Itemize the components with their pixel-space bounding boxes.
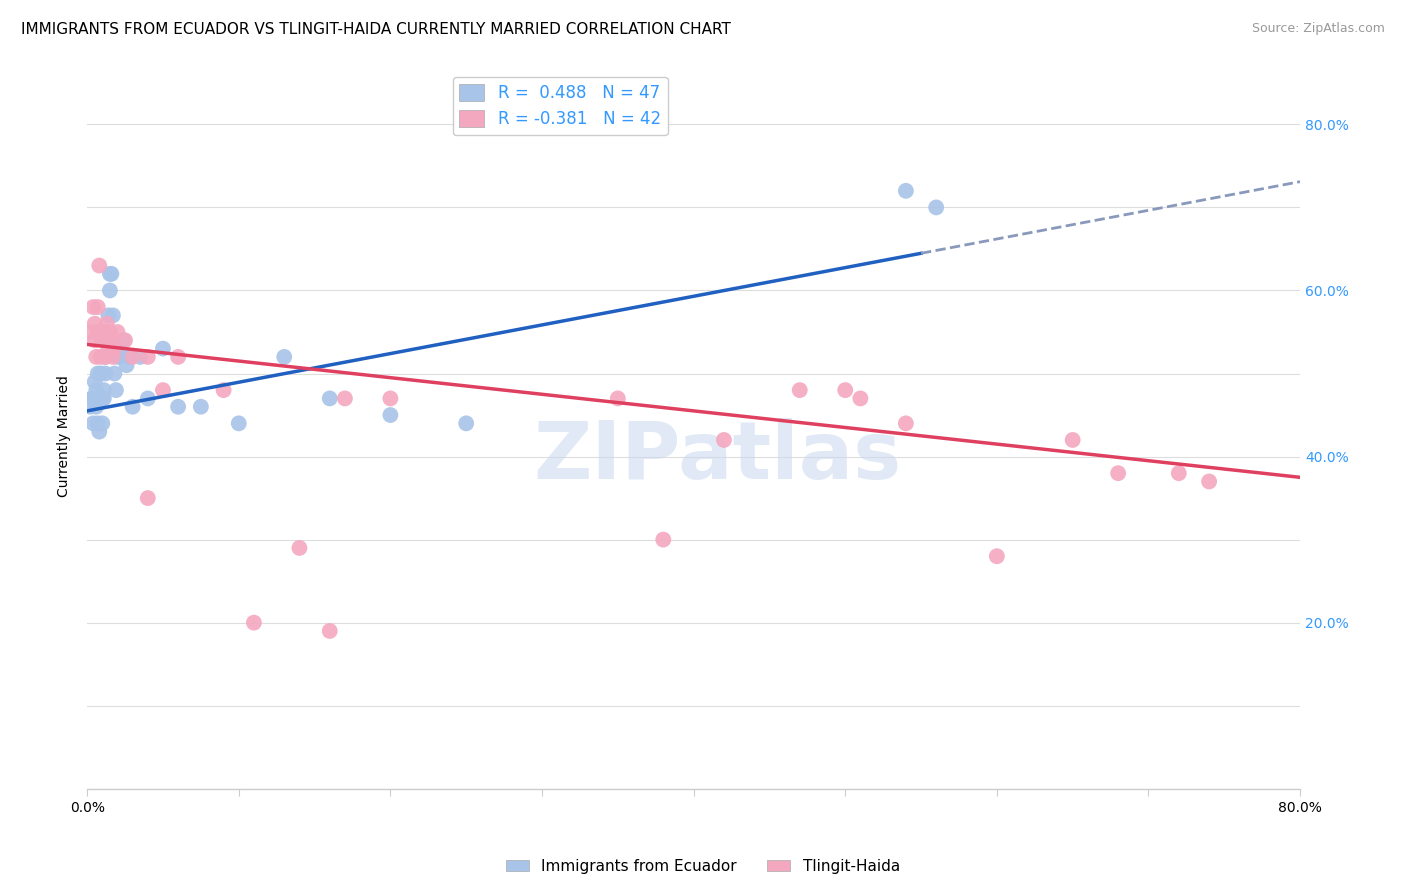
- Point: [107, 325, 129, 339]
- Point: [1107, 466, 1129, 480]
- Point: [96, 333, 118, 347]
- Point: [82, 300, 104, 314]
- Point: [190, 400, 212, 414]
- Point: [83, 333, 105, 347]
- Point: [789, 383, 811, 397]
- Point: [87, 300, 110, 314]
- Point: [136, 392, 159, 406]
- Point: [834, 383, 856, 397]
- Text: ZIPatlas: ZIPatlas: [534, 418, 903, 496]
- Point: [114, 333, 136, 347]
- Point: [87, 325, 110, 339]
- Point: [136, 350, 159, 364]
- Point: [167, 350, 190, 364]
- Point: [91, 333, 114, 347]
- Point: [91, 392, 114, 406]
- Point: [101, 309, 124, 323]
- Point: [925, 201, 948, 215]
- Y-axis label: Currently Married: Currently Married: [58, 375, 72, 497]
- Point: [319, 392, 342, 406]
- Point: [121, 350, 143, 364]
- Point: [104, 383, 127, 397]
- Point: [94, 350, 117, 364]
- Point: [456, 417, 478, 431]
- Point: [90, 350, 112, 364]
- Point: [894, 184, 917, 198]
- Point: [652, 533, 675, 547]
- Point: [319, 624, 342, 638]
- Legend: Immigrants from Ecuador, Tlingit-Haida: Immigrants from Ecuador, Tlingit-Haida: [501, 853, 905, 880]
- Point: [80, 392, 103, 406]
- Point: [82, 417, 104, 431]
- Point: [83, 375, 105, 389]
- Point: [93, 383, 115, 397]
- Point: [380, 408, 402, 422]
- Point: [97, 309, 120, 323]
- Point: [894, 417, 917, 431]
- Point: [83, 317, 105, 331]
- Point: [89, 425, 111, 439]
- Point: [103, 342, 125, 356]
- Point: [89, 392, 111, 406]
- Point: [90, 367, 112, 381]
- Point: [100, 267, 122, 281]
- Point: [96, 317, 118, 331]
- Text: Source: ZipAtlas.com: Source: ZipAtlas.com: [1251, 22, 1385, 36]
- Point: [228, 417, 250, 431]
- Text: IMMIGRANTS FROM ECUADOR VS TLINGIT-HAIDA CURRENTLY MARRIED CORRELATION CHART: IMMIGRANTS FROM ECUADOR VS TLINGIT-HAIDA…: [21, 22, 731, 37]
- Point: [121, 400, 143, 414]
- Point: [87, 367, 110, 381]
- Point: [93, 392, 115, 406]
- Point: [152, 342, 174, 356]
- Point: [1167, 466, 1189, 480]
- Point: [129, 350, 152, 364]
- Point: [79, 325, 101, 339]
- Legend: R =  0.488   N = 47, R = -0.381   N = 42: R = 0.488 N = 47, R = -0.381 N = 42: [453, 77, 668, 135]
- Point: [212, 383, 235, 397]
- Point: [98, 267, 121, 281]
- Point: [100, 333, 122, 347]
- Point: [136, 491, 159, 505]
- Point: [606, 392, 628, 406]
- Point: [1062, 433, 1084, 447]
- Point: [986, 549, 1008, 564]
- Point: [96, 325, 118, 339]
- Point: [380, 392, 402, 406]
- Point: [84, 383, 107, 397]
- Point: [112, 333, 135, 347]
- Point: [84, 350, 107, 364]
- Point: [98, 325, 121, 339]
- Point: [288, 541, 311, 555]
- Point: [243, 615, 266, 630]
- Point: [333, 392, 356, 406]
- Point: [103, 367, 125, 381]
- Point: [79, 400, 101, 414]
- Point: [90, 325, 112, 339]
- Point: [167, 400, 190, 414]
- Point: [84, 400, 107, 414]
- Point: [94, 367, 117, 381]
- Point: [98, 284, 121, 298]
- Point: [713, 433, 735, 447]
- Point: [115, 358, 138, 372]
- Point: [101, 350, 124, 364]
- Point: [93, 325, 115, 339]
- Point: [1198, 475, 1220, 489]
- Point: [152, 383, 174, 397]
- Point: [89, 259, 111, 273]
- Point: [110, 350, 132, 364]
- Point: [107, 350, 129, 364]
- Point: [94, 325, 117, 339]
- Point: [87, 417, 110, 431]
- Point: [90, 392, 112, 406]
- Point: [273, 350, 295, 364]
- Point: [97, 342, 120, 356]
- Point: [82, 392, 104, 406]
- Point: [118, 350, 141, 364]
- Point: [849, 392, 872, 406]
- Point: [91, 417, 114, 431]
- Point: [94, 350, 117, 364]
- Point: [83, 392, 105, 406]
